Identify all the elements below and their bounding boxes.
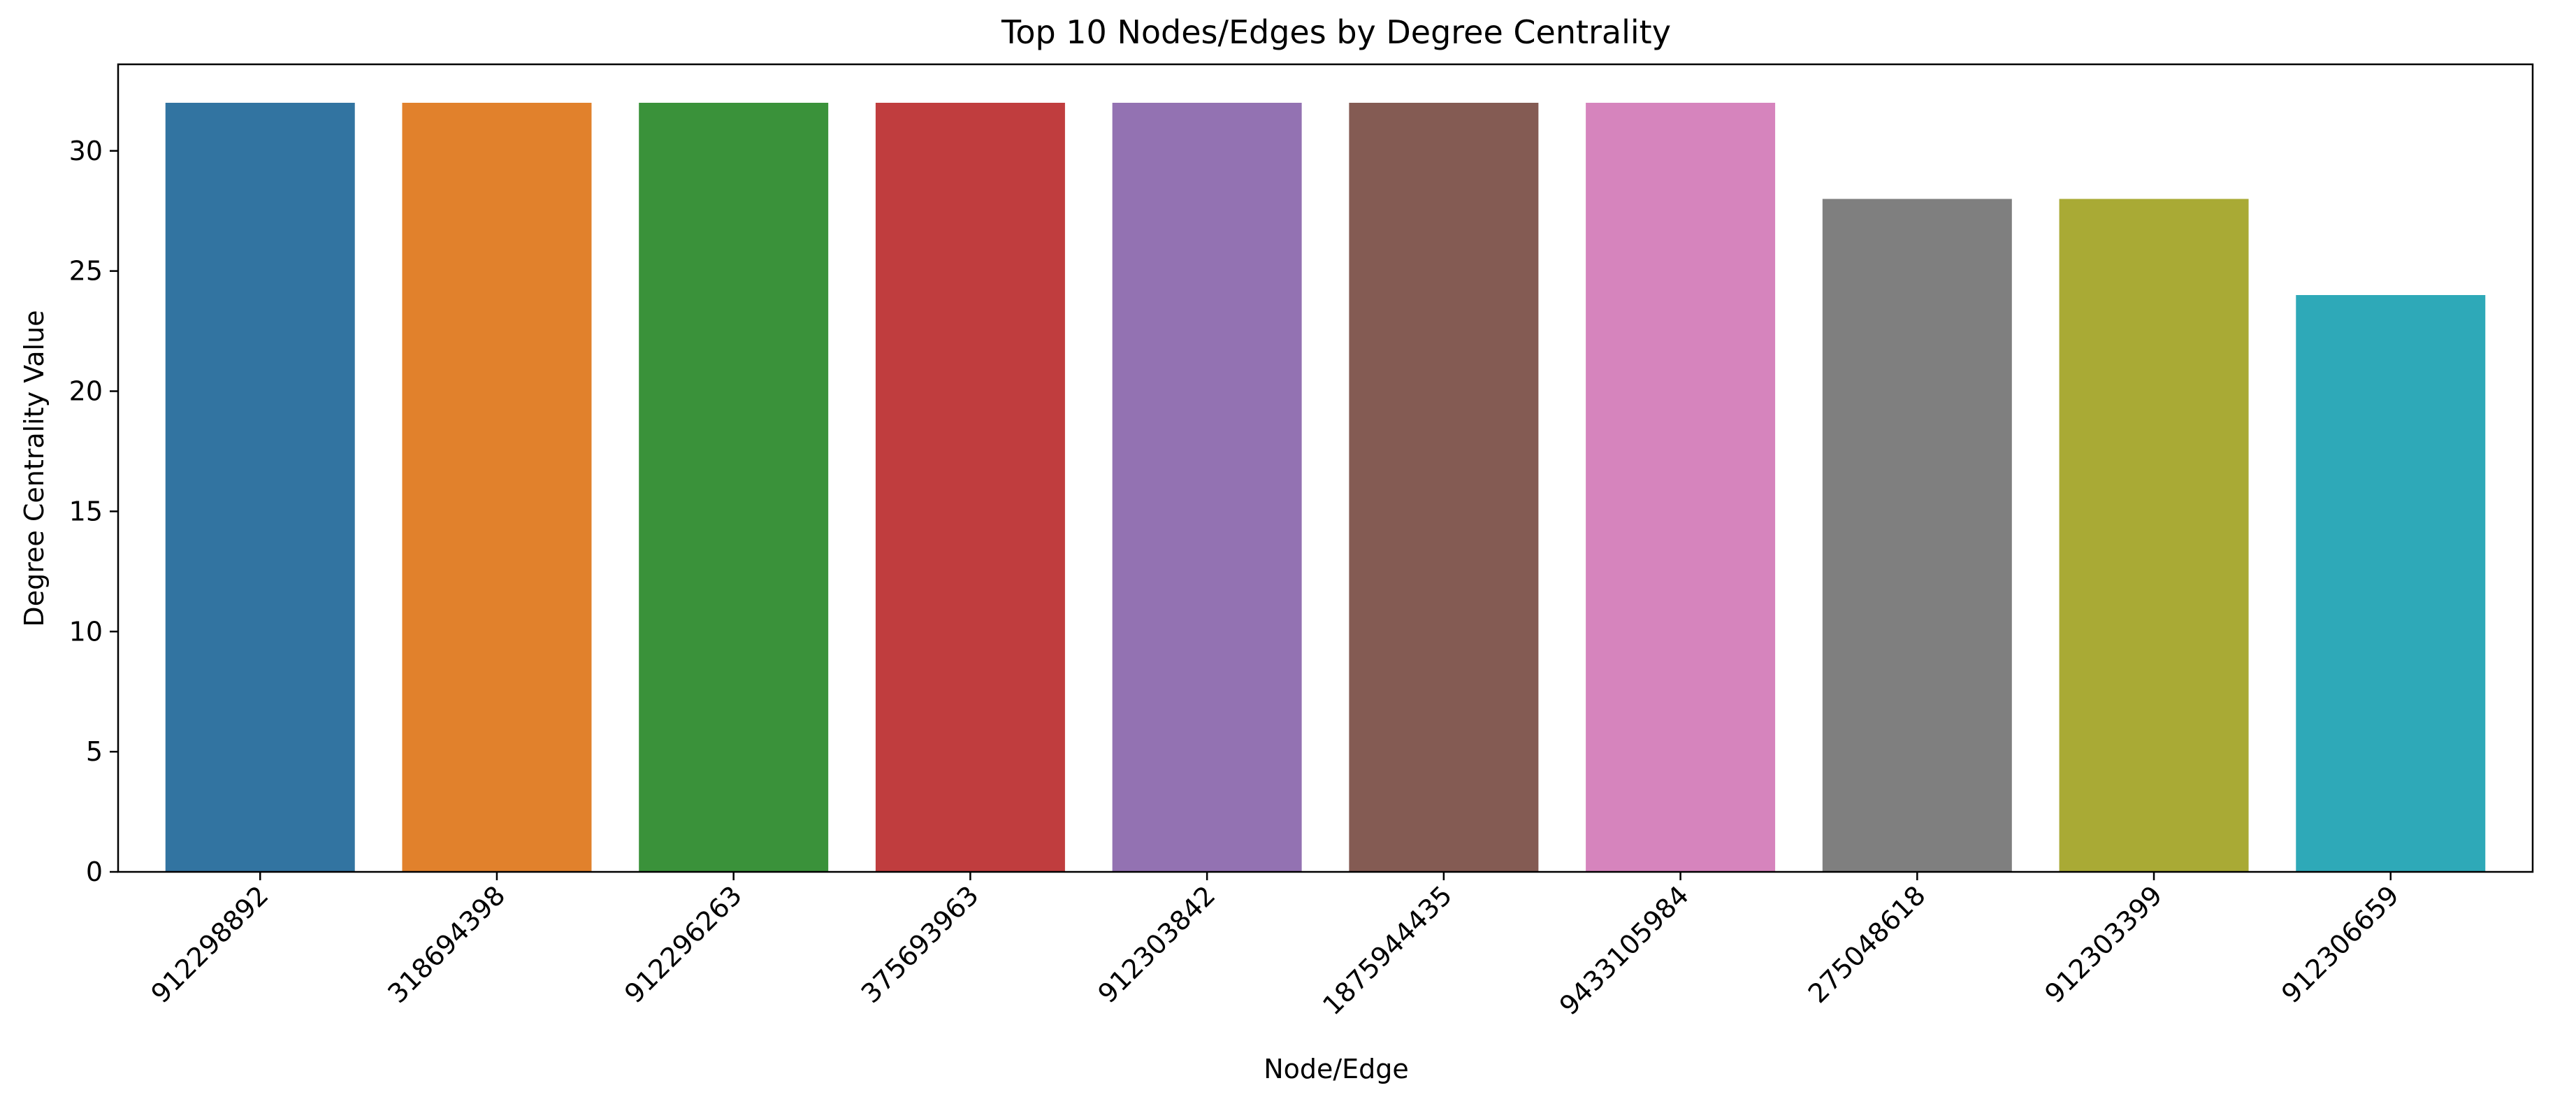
y-tick-label: 30 xyxy=(69,136,103,166)
y-axis-label: Degree Centrality Value xyxy=(19,310,50,626)
bar-375693963 xyxy=(875,103,1065,872)
bar-912303842 xyxy=(1112,103,1302,872)
y-tick-label: 20 xyxy=(69,376,103,407)
bar-912306659 xyxy=(2296,295,2486,872)
y-tick-label: 5 xyxy=(86,736,103,767)
bars xyxy=(165,103,2486,872)
bar-275048618 xyxy=(1822,199,2012,872)
plot-frame xyxy=(117,63,2534,873)
bar-912296263 xyxy=(639,103,829,872)
bar-318694398 xyxy=(402,103,592,872)
bar-912298892 xyxy=(165,103,355,872)
bar-1875944435 xyxy=(1349,103,1539,872)
y-tick-label: 0 xyxy=(86,856,103,887)
y-tick-label: 25 xyxy=(69,256,103,287)
y-tick-label: 10 xyxy=(69,616,103,647)
y-axis: 0 5 10 15 20 25 30 xyxy=(69,136,118,887)
bar-9433105984 xyxy=(1586,103,1776,872)
chart-title: Top 10 Nodes/Edges by Degree Centrality xyxy=(1001,13,1671,51)
y-tick-label: 15 xyxy=(69,496,103,526)
bar-912303399 xyxy=(2059,199,2249,872)
x-axis-label: Node/Edge xyxy=(1264,1054,1409,1084)
